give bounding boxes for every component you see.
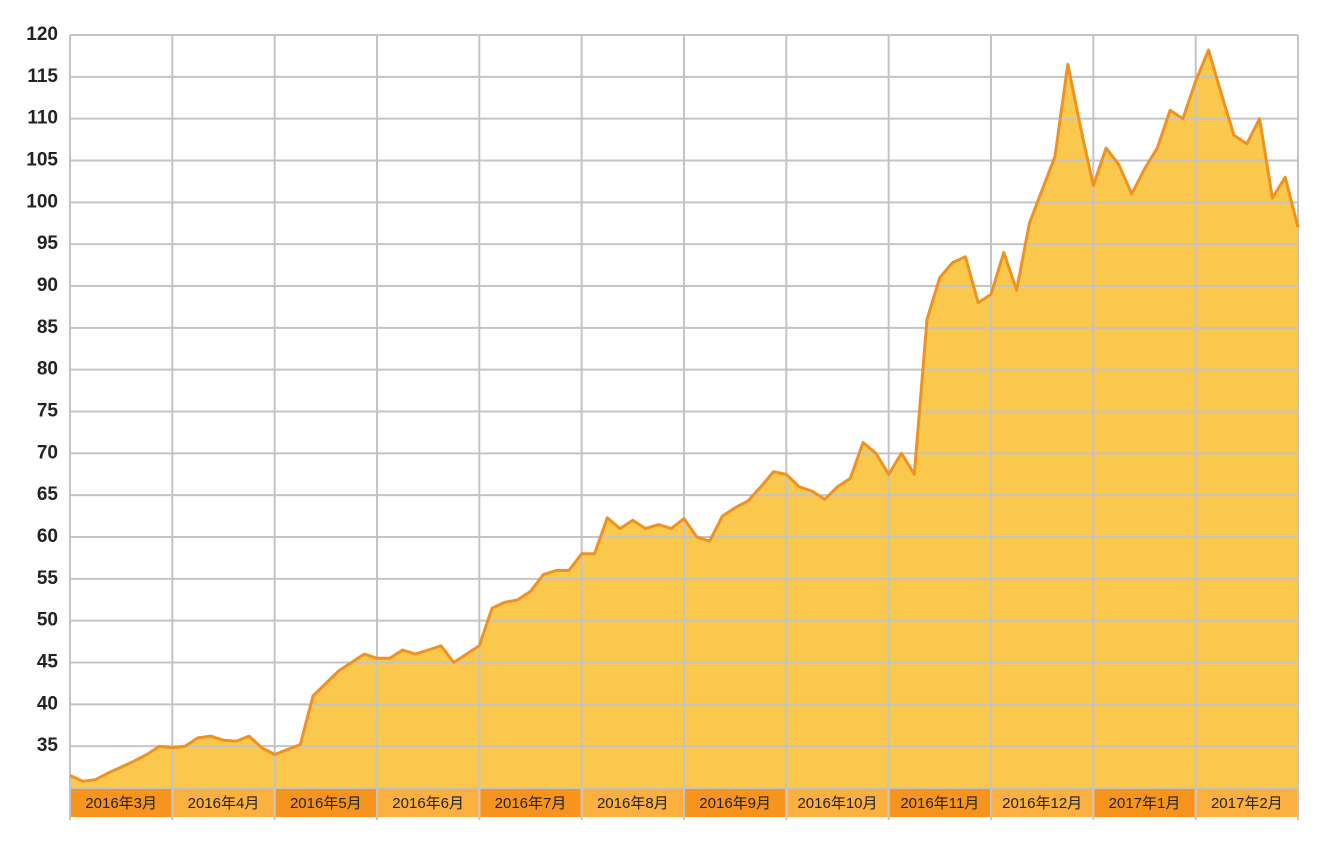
- month-band: [582, 789, 683, 817]
- x-tick-label: 2017年2月: [1211, 795, 1283, 812]
- y-tick-label: 95: [37, 233, 59, 254]
- month-band: [1094, 789, 1195, 817]
- y-tick-label: 105: [26, 150, 58, 171]
- month-band: [173, 789, 274, 817]
- x-tick-label: 2016年5月: [290, 795, 362, 812]
- y-tick-label: 85: [37, 317, 59, 338]
- y-tick-label: 120: [26, 24, 58, 45]
- x-tick-label: 2016年4月: [188, 795, 260, 812]
- y-tick-label: 90: [37, 275, 58, 296]
- y-tick-label: 115: [27, 66, 58, 87]
- month-band: [1196, 789, 1297, 817]
- x-tick-label: 2016年6月: [392, 795, 464, 812]
- y-tick-label: 55: [37, 568, 59, 589]
- month-band: [480, 789, 581, 817]
- line: [69, 48, 1300, 783]
- x-tick-label: 2016年8月: [597, 795, 669, 812]
- x-tick-label: 2016年9月: [699, 795, 771, 812]
- month-band: [992, 789, 1093, 817]
- x-tick-label: 2016年11月: [900, 795, 979, 812]
- y-tick-label: 60: [37, 526, 58, 547]
- month-band: [71, 789, 172, 817]
- y-tick-label: 110: [27, 108, 58, 129]
- x-tick-label: 2017年1月: [1109, 795, 1181, 812]
- month-band: [787, 789, 888, 817]
- y-tick-label: 70: [37, 442, 58, 463]
- y-tick-label: 45: [37, 652, 59, 673]
- y-tick-label: 40: [37, 693, 58, 714]
- y-tick-label: 65: [37, 484, 59, 505]
- month-band: [889, 789, 990, 817]
- y-tick-label: 75: [37, 401, 59, 422]
- x-tick-label: 2016年7月: [495, 795, 567, 812]
- month-band: [378, 789, 479, 817]
- y-tick-label: 35: [37, 735, 59, 756]
- x-tick-label: 2016年3月: [85, 795, 157, 812]
- x-tick-label: 2016年12月: [1002, 795, 1082, 812]
- x-tick-label: 2016年10月: [797, 795, 877, 812]
- y-tick-label: 50: [37, 610, 58, 631]
- month-band: [685, 789, 786, 817]
- month-band: [275, 789, 376, 817]
- y-tick-label: 80: [37, 359, 58, 380]
- y-tick-label: 100: [26, 191, 58, 212]
